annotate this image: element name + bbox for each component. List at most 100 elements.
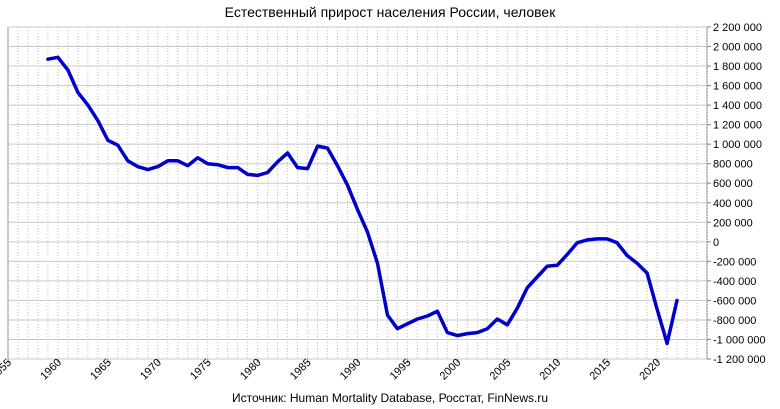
x-tick-label: 1965 (88, 357, 114, 383)
data-point (505, 323, 509, 327)
data-point (405, 322, 409, 326)
data-point (326, 146, 330, 150)
data-point (375, 261, 379, 265)
x-tick-label: 2000 (438, 357, 464, 383)
data-point (226, 166, 230, 170)
data-point (196, 156, 200, 160)
y-tick-label: 1 200 000 (713, 120, 762, 132)
data-point (166, 159, 170, 163)
data-point (156, 165, 160, 169)
x-tick-label: 1995 (388, 357, 414, 383)
data-point (365, 230, 369, 234)
data-point (665, 341, 669, 345)
data-point (545, 264, 549, 268)
y-tick-label: 2 200 000 (713, 22, 762, 34)
data-point (515, 306, 519, 310)
x-tick-label: 1985 (288, 357, 314, 383)
data-point (306, 167, 310, 171)
data-point (206, 162, 210, 166)
x-tick-label: 2010 (538, 357, 564, 383)
data-point (425, 314, 429, 318)
data-point (395, 327, 399, 331)
data-point (96, 119, 100, 123)
data-point (585, 238, 589, 242)
data-point (565, 253, 569, 257)
data-point (525, 286, 529, 290)
data-point (56, 55, 60, 59)
y-tick-label: -600 000 (713, 295, 756, 307)
y-tick-label: -400 000 (713, 276, 756, 288)
series-line-natural-growth (46, 55, 679, 346)
x-tick-label: 2015 (587, 357, 613, 383)
y-tick-label: 1 800 000 (713, 61, 762, 73)
data-point (346, 183, 350, 187)
data-point (276, 160, 280, 164)
data-point (286, 151, 290, 155)
x-tick-label: 1980 (238, 357, 264, 383)
data-point (615, 241, 619, 245)
data-point (495, 317, 499, 321)
data-point (465, 332, 469, 336)
data-point (595, 237, 599, 241)
data-point (86, 103, 90, 107)
chart-title: Естественный прирост населения России, ч… (224, 4, 556, 20)
data-point (575, 241, 579, 245)
data-point (605, 237, 609, 241)
data-point (106, 138, 110, 142)
data-point (116, 143, 120, 147)
data-point (76, 90, 80, 94)
data-point (475, 331, 479, 335)
y-tick-label: 600 000 (713, 178, 753, 190)
data-point (415, 317, 419, 321)
y-tick-label: -1 000 000 (713, 334, 766, 346)
y-tick-label: 800 000 (713, 159, 753, 171)
data-point (535, 275, 539, 279)
x-tick-label: 1975 (188, 357, 214, 383)
data-point (625, 253, 629, 257)
y-tick-label: 1 600 000 (713, 81, 762, 93)
y-tick-label: 0 (713, 237, 719, 249)
data-point (246, 172, 250, 176)
x-axis: 1955 1960 1965 1970 1975 1980 1985 1990 1995 2000… (0, 357, 663, 383)
data-point (655, 307, 659, 311)
data-point (176, 159, 180, 163)
x-tick-label: 1990 (338, 357, 364, 383)
data-point (216, 163, 220, 167)
data-point (455, 334, 459, 338)
y-tick-label: -1 200 000 (713, 354, 766, 366)
data-point (66, 68, 70, 72)
data-point (126, 159, 130, 163)
data-point (555, 263, 559, 267)
chart-source: Источник: Human Mortality Database, Росс… (231, 391, 549, 405)
data-point (146, 168, 150, 172)
data-point (46, 57, 50, 61)
data-point (356, 208, 360, 212)
y-axis: 2 200 000 2 000 000 1 800 000 1 600 000 1 40… (707, 22, 766, 366)
x-tick-label: 1955 (0, 357, 14, 383)
y-tick-label: 400 000 (713, 198, 753, 210)
data-point (266, 170, 270, 174)
data-point (675, 298, 679, 302)
data-point (485, 327, 489, 331)
y-tick-label: 200 000 (713, 217, 753, 229)
y-tick-label: 1 400 000 (713, 100, 762, 112)
y-tick-label: -800 000 (713, 315, 756, 327)
y-tick-label: -200 000 (713, 256, 756, 268)
y-tick-label: 1 000 000 (713, 139, 762, 151)
data-point (186, 164, 190, 168)
data-point (316, 144, 320, 148)
data-point (435, 309, 439, 313)
grid-lines (7, 26, 708, 360)
data-point (256, 173, 260, 177)
data-point (296, 166, 300, 170)
x-tick-label: 1970 (138, 357, 164, 383)
x-tick-label: 2020 (637, 357, 663, 383)
y-tick-label: 2 000 000 (713, 42, 762, 54)
data-point (236, 166, 240, 170)
data-point (336, 164, 340, 168)
data-point (385, 313, 389, 317)
data-point (645, 271, 649, 275)
data-point (136, 165, 140, 169)
data-point (635, 261, 639, 265)
